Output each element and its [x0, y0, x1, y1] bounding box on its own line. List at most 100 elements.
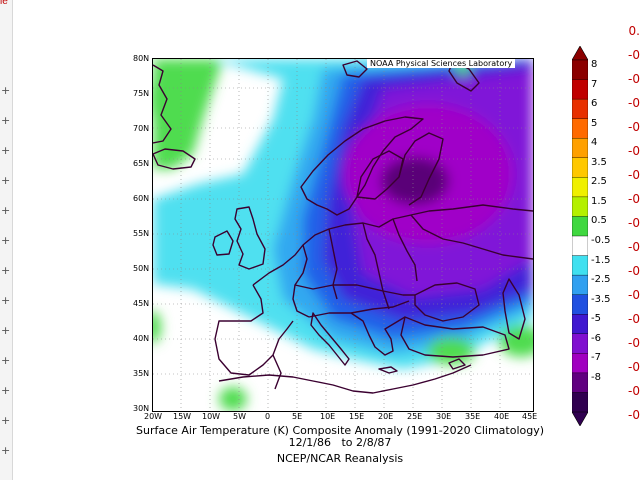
lon-label: 15E: [349, 412, 365, 421]
colorbar-swatch: [572, 294, 588, 315]
colorbar-label: -7: [591, 352, 601, 364]
expand-icon[interactable]: +: [1, 174, 11, 187]
left-text-fragment: ie: [0, 0, 8, 7]
expand-icon[interactable]: +: [1, 444, 11, 457]
lat-label: 65N: [133, 159, 150, 168]
colorbar-top-arrow: [572, 46, 588, 61]
lon-label: 20W: [144, 412, 163, 421]
right-text-fragment: -0: [628, 216, 640, 230]
expand-icon[interactable]: +: [1, 234, 11, 247]
lat-label: 80N: [133, 54, 150, 63]
lon-label: 25E: [407, 412, 423, 421]
expand-icon[interactable]: +: [1, 204, 11, 217]
expand-icon[interactable]: +: [1, 144, 11, 157]
lon-label: 30E: [436, 412, 452, 421]
lon-label: 10E: [320, 412, 336, 421]
colorbar-swatch: [572, 235, 588, 257]
right-text-fragment: -0: [628, 360, 640, 374]
colorbar-label: -6: [591, 332, 601, 344]
colorbar-label: -1.5: [591, 254, 611, 266]
colorbar-label: 0.5: [591, 215, 607, 227]
right-text-fragment: -0: [628, 264, 640, 278]
colorbar-swatch: [572, 216, 588, 237]
lon-label: 5E: [292, 412, 303, 421]
lon-label: 40E: [494, 412, 510, 421]
colorbar-swatch: [572, 59, 588, 81]
expand-icon[interactable]: +: [1, 354, 11, 367]
date-range: 12/1/86 to 2/8/87: [288, 436, 392, 449]
expand-icon[interactable]: +: [1, 324, 11, 337]
lat-label: 60N: [133, 194, 150, 203]
colorbar-label: 6: [591, 98, 598, 110]
colorbar-label: 4: [591, 137, 598, 149]
lon-label: 5W: [233, 412, 246, 421]
right-text-fragment: -0: [628, 192, 640, 206]
colorbar-swatch: [572, 98, 588, 120]
colorbar-swatch: [572, 177, 588, 198]
right-panel-strip: 0. -0 -0 -0 -0 -0 -0 -0 -0 -0 -0 -0 -0 -0 -0 -0 -0: [628, 0, 640, 480]
colorbar-label: 2.5: [591, 176, 607, 188]
colorbar: [572, 46, 588, 426]
colorbar-label: -2.5: [591, 274, 611, 286]
lat-label: 55N: [133, 229, 150, 238]
map-title: Surface Air Temperature (K) Composite An…: [135, 424, 545, 437]
lat-label: 70N: [133, 124, 150, 133]
colorbar-swatch: [572, 333, 588, 355]
colorbar-label: -0.5: [591, 235, 611, 246]
colorbar-swatch: [572, 196, 588, 218]
right-text-fragment: 0.: [628, 24, 640, 38]
colorbar-label: 1.5: [591, 195, 607, 207]
right-text-fragment: -0: [628, 288, 640, 302]
lon-label: 0: [265, 412, 271, 421]
right-text-fragment: -0: [628, 120, 640, 134]
colorbar-label: 8: [591, 59, 598, 70]
expand-icon[interactable]: +: [1, 264, 11, 277]
colorbar-bottom-arrow: [572, 411, 588, 426]
lon-label: 35E: [465, 412, 481, 421]
right-text-fragment: -0: [628, 312, 640, 326]
expand-icon[interactable]: +: [1, 414, 11, 427]
colorbar-label: -8: [591, 371, 601, 383]
colorbar-swatch: [572, 79, 588, 100]
colorbar-swatch: [572, 314, 588, 335]
right-text-fragment: -0: [628, 336, 640, 350]
lat-label: 50N: [133, 264, 150, 273]
colorbar-swatch: [572, 372, 588, 394]
expand-icon[interactable]: +: [1, 84, 11, 97]
right-text-fragment: -0: [628, 144, 640, 158]
lon-label: 15W: [173, 412, 192, 421]
left-panel-strip: + + + + + + + + + + + + +: [0, 0, 13, 480]
colorbar-label: 7: [591, 78, 598, 90]
right-text-fragment: -0: [628, 96, 640, 110]
colorbar-label: 3.5: [591, 156, 607, 168]
lat-label: 75N: [133, 89, 150, 98]
colorbar-swatch: [572, 157, 588, 179]
lat-label: 30N: [133, 404, 150, 413]
colorbar-swatch: [572, 392, 588, 413]
expand-icon[interactable]: +: [1, 294, 11, 307]
lat-label: 40N: [133, 334, 150, 343]
expand-icon[interactable]: +: [1, 384, 11, 397]
expand-icon[interactable]: +: [1, 114, 11, 127]
colorbar-swatch: [572, 255, 588, 276]
lon-label: 45E: [522, 412, 538, 421]
colorbar-label: -5: [591, 313, 601, 325]
lon-label: 20E: [378, 412, 394, 421]
lat-label: 45N: [133, 299, 150, 308]
lon-label: 10W: [202, 412, 221, 421]
colorbar-swatch: [572, 353, 588, 374]
colorbar-label: -3.5: [591, 293, 611, 305]
colorbar-swatch: [572, 138, 588, 159]
right-text-fragment: -0: [628, 48, 640, 62]
colorbar-swatch: [572, 118, 588, 139]
right-text-fragment: -0: [628, 384, 640, 398]
right-text-fragment: -0: [628, 408, 640, 422]
credit-label: NOAA Physical Sciences Laboratory: [367, 59, 516, 68]
right-text-fragment: -0: [628, 72, 640, 86]
dataset-label: NCEP/NCAR Reanalysis: [276, 452, 404, 465]
lat-label: 35N: [133, 369, 150, 378]
anomaly-map: [152, 58, 534, 412]
colorbar-swatch: [572, 274, 588, 296]
right-text-fragment: -0: [628, 168, 640, 182]
right-text-fragment: -0: [628, 240, 640, 254]
